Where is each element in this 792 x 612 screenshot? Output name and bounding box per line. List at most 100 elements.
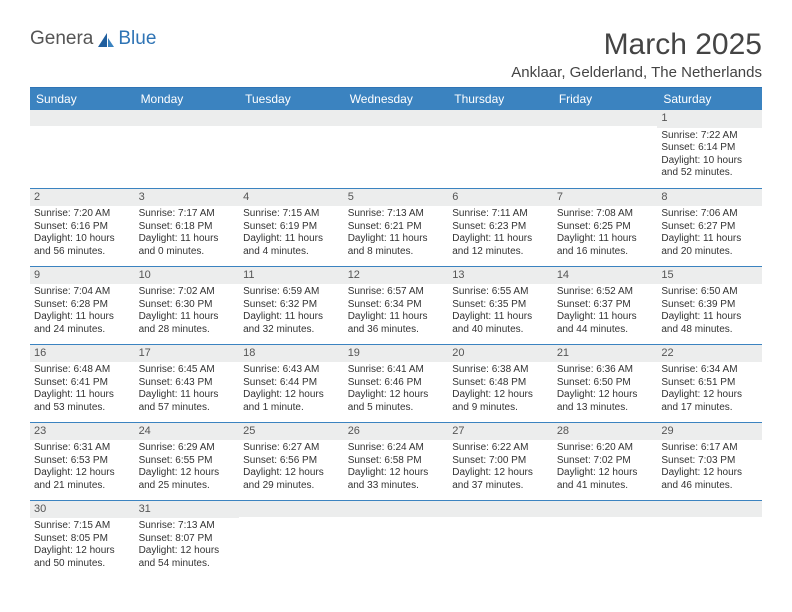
sunset-text: Sunset: 6:28 PM — [34, 299, 131, 312]
day-number — [344, 110, 449, 126]
day-details: Sunrise: 6:34 AMSunset: 6:51 PMDaylight:… — [657, 362, 762, 417]
logo-text-2: Blue — [118, 28, 156, 50]
calendar-table: Sunday Monday Tuesday Wednesday Thursday… — [30, 88, 762, 578]
sunset-text: Sunset: 8:05 PM — [34, 533, 131, 546]
calendar-cell: 25Sunrise: 6:27 AMSunset: 6:56 PMDayligh… — [239, 422, 344, 500]
sunrise-text: Sunrise: 6:48 AM — [34, 364, 131, 377]
sunset-text: Sunset: 7:00 PM — [452, 455, 549, 468]
sunrise-text: Sunrise: 7:13 AM — [139, 520, 236, 533]
logo-text-1: Genera — [30, 28, 93, 50]
sunrise-text: Sunrise: 6:22 AM — [452, 442, 549, 455]
sunset-text: Sunset: 6:44 PM — [243, 377, 340, 390]
sunrise-text: Sunrise: 6:27 AM — [243, 442, 340, 455]
day-details: Sunrise: 6:45 AMSunset: 6:43 PMDaylight:… — [135, 362, 240, 417]
sunset-text: Sunset: 6:39 PM — [661, 299, 758, 312]
sunrise-text: Sunrise: 6:24 AM — [348, 442, 445, 455]
daylight-text: Daylight: 12 hours and 37 minutes. — [452, 467, 549, 492]
daylight-text: Daylight: 12 hours and 13 minutes. — [557, 389, 654, 414]
day-number: 9 — [30, 267, 135, 285]
daylight-text: Daylight: 12 hours and 41 minutes. — [557, 467, 654, 492]
sunset-text: Sunset: 6:34 PM — [348, 299, 445, 312]
day-details: Sunrise: 7:20 AMSunset: 6:16 PMDaylight:… — [30, 206, 135, 261]
calendar-cell: 5Sunrise: 7:13 AMSunset: 6:21 PMDaylight… — [344, 188, 449, 266]
daylight-text: Daylight: 12 hours and 33 minutes. — [348, 467, 445, 492]
calendar-cell — [135, 110, 240, 188]
day-details: Sunrise: 7:22 AMSunset: 6:14 PMDaylight:… — [657, 128, 762, 183]
calendar-cell: 15Sunrise: 6:50 AMSunset: 6:39 PMDayligh… — [657, 266, 762, 344]
calendar-cell: 13Sunrise: 6:55 AMSunset: 6:35 PMDayligh… — [448, 266, 553, 344]
sunset-text: Sunset: 6:41 PM — [34, 377, 131, 390]
sunset-text: Sunset: 6:43 PM — [139, 377, 236, 390]
daylight-text: Daylight: 11 hours and 44 minutes. — [557, 311, 654, 336]
calendar-cell: 22Sunrise: 6:34 AMSunset: 6:51 PMDayligh… — [657, 344, 762, 422]
calendar-cell — [553, 500, 658, 578]
sunrise-text: Sunrise: 6:36 AM — [557, 364, 654, 377]
calendar-cell: 16Sunrise: 6:48 AMSunset: 6:41 PMDayligh… — [30, 344, 135, 422]
daylight-text: Daylight: 12 hours and 17 minutes. — [661, 389, 758, 414]
day-details: Sunrise: 7:13 AMSunset: 8:07 PMDaylight:… — [135, 518, 240, 573]
sunrise-text: Sunrise: 6:38 AM — [452, 364, 549, 377]
sunrise-text: Sunrise: 6:43 AM — [243, 364, 340, 377]
daylight-text: Daylight: 11 hours and 48 minutes. — [661, 311, 758, 336]
daylight-text: Daylight: 12 hours and 1 minute. — [243, 389, 340, 414]
calendar-cell — [344, 500, 449, 578]
day-details: Sunrise: 7:17 AMSunset: 6:18 PMDaylight:… — [135, 206, 240, 261]
sunrise-text: Sunrise: 6:17 AM — [661, 442, 758, 455]
page-title: March 2025 — [511, 28, 762, 62]
sunrise-text: Sunrise: 7:13 AM — [348, 208, 445, 221]
day-number: 1 — [657, 110, 762, 128]
day-details: Sunrise: 6:52 AMSunset: 6:37 PMDaylight:… — [553, 284, 658, 339]
daylight-text: Daylight: 12 hours and 21 minutes. — [34, 467, 131, 492]
sunset-text: Sunset: 6:27 PM — [661, 221, 758, 234]
sunset-text: Sunset: 6:37 PM — [557, 299, 654, 312]
calendar-cell: 14Sunrise: 6:52 AMSunset: 6:37 PMDayligh… — [553, 266, 658, 344]
day-details: Sunrise: 6:41 AMSunset: 6:46 PMDaylight:… — [344, 362, 449, 417]
sunset-text: Sunset: 8:07 PM — [139, 533, 236, 546]
day-number: 3 — [135, 189, 240, 207]
day-number: 13 — [448, 267, 553, 285]
sunset-text: Sunset: 6:53 PM — [34, 455, 131, 468]
day-number: 6 — [448, 189, 553, 207]
day-details: Sunrise: 7:08 AMSunset: 6:25 PMDaylight:… — [553, 206, 658, 261]
sunrise-text: Sunrise: 7:20 AM — [34, 208, 131, 221]
day-number: 14 — [553, 267, 658, 285]
calendar-cell: 28Sunrise: 6:20 AMSunset: 7:02 PMDayligh… — [553, 422, 658, 500]
day-details: Sunrise: 6:57 AMSunset: 6:34 PMDaylight:… — [344, 284, 449, 339]
day-details: Sunrise: 6:31 AMSunset: 6:53 PMDaylight:… — [30, 440, 135, 495]
calendar-week-row: 9Sunrise: 7:04 AMSunset: 6:28 PMDaylight… — [30, 266, 762, 344]
daylight-text: Daylight: 11 hours and 57 minutes. — [139, 389, 236, 414]
day-details: Sunrise: 7:02 AMSunset: 6:30 PMDaylight:… — [135, 284, 240, 339]
sunrise-text: Sunrise: 6:34 AM — [661, 364, 758, 377]
calendar-cell — [448, 110, 553, 188]
day-number: 18 — [239, 345, 344, 363]
calendar-cell: 19Sunrise: 6:41 AMSunset: 6:46 PMDayligh… — [344, 344, 449, 422]
calendar-cell: 2Sunrise: 7:20 AMSunset: 6:16 PMDaylight… — [30, 188, 135, 266]
day-details: Sunrise: 7:15 AMSunset: 8:05 PMDaylight:… — [30, 518, 135, 573]
calendar-cell: 30Sunrise: 7:15 AMSunset: 8:05 PMDayligh… — [30, 500, 135, 578]
sunrise-text: Sunrise: 6:50 AM — [661, 286, 758, 299]
calendar-week-row: 2Sunrise: 7:20 AMSunset: 6:16 PMDaylight… — [30, 188, 762, 266]
calendar-cell: 1Sunrise: 7:22 AMSunset: 6:14 PMDaylight… — [657, 110, 762, 188]
day-details: Sunrise: 6:50 AMSunset: 6:39 PMDaylight:… — [657, 284, 762, 339]
calendar-cell — [239, 110, 344, 188]
calendar-cell — [30, 110, 135, 188]
day-number: 19 — [344, 345, 449, 363]
calendar-cell: 17Sunrise: 6:45 AMSunset: 6:43 PMDayligh… — [135, 344, 240, 422]
day-details: Sunrise: 6:43 AMSunset: 6:44 PMDaylight:… — [239, 362, 344, 417]
day-details: Sunrise: 7:06 AMSunset: 6:27 PMDaylight:… — [657, 206, 762, 261]
logo: Genera Blue — [30, 28, 156, 50]
day-number — [553, 501, 658, 517]
sunrise-text: Sunrise: 7:08 AM — [557, 208, 654, 221]
header: Genera Blue March 2025 Anklaar, Gelderla… — [30, 28, 762, 81]
day-number: 4 — [239, 189, 344, 207]
day-number — [448, 501, 553, 517]
day-number: 16 — [30, 345, 135, 363]
sunrise-text: Sunrise: 7:17 AM — [139, 208, 236, 221]
day-number — [239, 501, 344, 517]
day-details: Sunrise: 7:13 AMSunset: 6:21 PMDaylight:… — [344, 206, 449, 261]
daylight-text: Daylight: 10 hours and 56 minutes. — [34, 233, 131, 258]
sunset-text: Sunset: 6:14 PM — [661, 142, 758, 155]
daylight-text: Daylight: 11 hours and 24 minutes. — [34, 311, 131, 336]
calendar-cell: 9Sunrise: 7:04 AMSunset: 6:28 PMDaylight… — [30, 266, 135, 344]
sunrise-text: Sunrise: 6:59 AM — [243, 286, 340, 299]
